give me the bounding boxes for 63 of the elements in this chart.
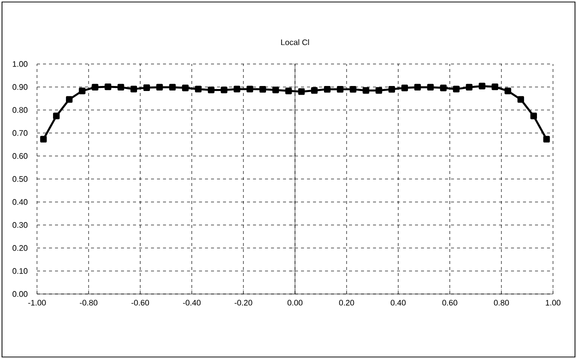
x-tick-label: -0.60 xyxy=(131,300,150,306)
point xyxy=(285,88,292,94)
x-tick-label: 0.40 xyxy=(390,300,406,306)
point xyxy=(246,86,254,92)
point xyxy=(66,96,73,103)
point xyxy=(504,88,512,94)
point xyxy=(220,86,228,94)
x-tick-label: -0.80 xyxy=(80,300,98,306)
y-tick-label: 0.40 xyxy=(12,199,28,205)
point xyxy=(543,136,550,143)
x-tick-label: 1.00 xyxy=(546,300,560,306)
y-tick-label: 0.10 xyxy=(12,268,28,274)
point xyxy=(169,84,176,91)
point xyxy=(466,84,472,91)
x-tick-label: 0.80 xyxy=(494,300,509,306)
point xyxy=(40,136,47,143)
point xyxy=(182,84,189,92)
y-tick-label: 0.50 xyxy=(12,176,28,182)
point xyxy=(194,86,202,92)
point xyxy=(130,86,138,92)
point xyxy=(478,82,486,90)
point xyxy=(376,87,382,94)
point xyxy=(401,84,408,92)
point xyxy=(440,84,447,92)
y-tick-label: 0.60 xyxy=(12,153,28,159)
point xyxy=(156,84,163,91)
point xyxy=(92,84,98,91)
point xyxy=(414,84,421,91)
x-tick-label: 0.00 xyxy=(288,300,302,306)
point xyxy=(259,86,266,93)
point xyxy=(78,88,86,94)
y-tick-label: 0.00 xyxy=(12,291,28,297)
point xyxy=(53,112,60,120)
point xyxy=(492,83,498,90)
y-tick-label: 0.20 xyxy=(12,245,28,251)
point xyxy=(118,84,124,91)
point xyxy=(234,86,240,92)
point xyxy=(298,88,305,95)
x-tick-label: 0.60 xyxy=(442,300,458,306)
chart-title: Local Cl xyxy=(281,39,309,46)
x-tick-label: -1.00 xyxy=(28,300,46,306)
y-tick-label: 0.30 xyxy=(12,222,28,228)
y-tick-label: 0.90 xyxy=(12,84,28,90)
point xyxy=(104,83,112,90)
point xyxy=(311,87,318,94)
point xyxy=(324,86,331,93)
y-tick-label: 0.80 xyxy=(12,107,28,113)
point xyxy=(427,84,434,91)
point xyxy=(272,86,279,94)
point xyxy=(336,86,344,93)
point xyxy=(143,84,150,91)
point xyxy=(452,86,460,92)
x-tick-label: -0.20 xyxy=(234,300,252,306)
point xyxy=(517,96,524,103)
point xyxy=(530,112,537,120)
x-tick-label: 0.20 xyxy=(339,300,354,306)
point xyxy=(350,86,356,93)
y-tick-label: 0.70 xyxy=(12,130,28,136)
y-tick-label: 1.00 xyxy=(12,61,28,67)
x-tick-label: -0.40 xyxy=(183,300,201,306)
point xyxy=(388,86,396,93)
point xyxy=(362,87,370,94)
point xyxy=(208,86,214,94)
